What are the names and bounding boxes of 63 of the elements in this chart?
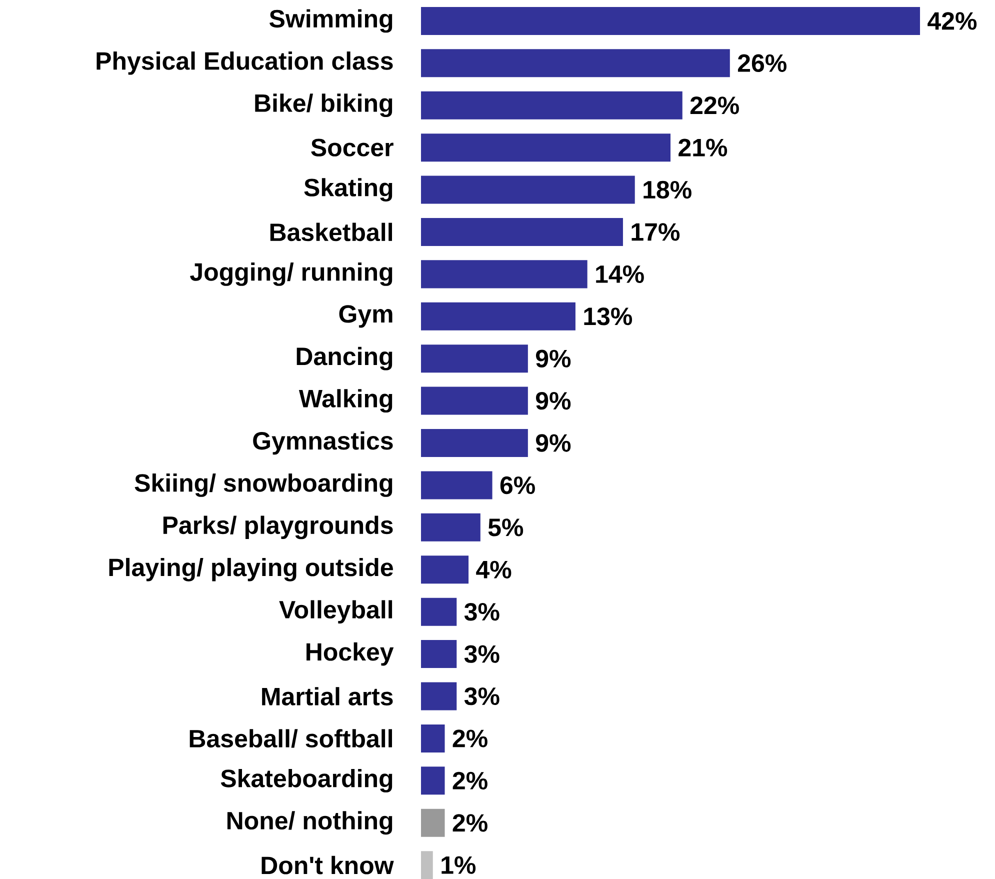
data-label: 5%	[488, 518, 524, 536]
y-tick-label: Playing/ playing outside	[109, 558, 393, 582]
y-tick-label: Physical Education class	[96, 52, 393, 75]
data-label: 2%	[452, 730, 488, 748]
bar	[421, 91, 682, 120]
bar	[421, 598, 457, 626]
data-label: 3%	[464, 687, 500, 706]
y-tick-label: Skating	[304, 178, 392, 202]
y-tick-label: Martial arts	[262, 687, 393, 706]
data-label: 2%	[452, 772, 488, 790]
bar	[421, 260, 588, 288]
data-label: 2%	[452, 814, 488, 832]
y-tick-label: Skiing/ snowboarding	[134, 474, 392, 497]
y-tick-label: Basketball	[270, 222, 392, 242]
y-tick-label: Jogging/ running	[190, 262, 392, 286]
bar	[421, 302, 576, 330]
data-label: 17%	[632, 223, 680, 241]
data-label: 18%	[644, 180, 692, 199]
data-label: 21%	[678, 138, 728, 156]
bar	[421, 471, 492, 500]
bar	[421, 766, 445, 795]
data-label: 13%	[584, 308, 632, 326]
bar	[421, 218, 623, 246]
y-tick-label: Dancing	[296, 346, 392, 370]
y-tick-label: Volleyball	[279, 600, 392, 624]
data-label: 9%	[536, 392, 571, 410]
data-label: 26%	[738, 54, 786, 72]
data-label: 9%	[536, 434, 571, 452]
data-label: 22%	[690, 96, 739, 114]
y-tick-label: Baseball/ softball	[190, 729, 392, 748]
y-tick-label: Don't know	[262, 856, 394, 874]
y-tick-label: Walking	[298, 389, 392, 413]
data-label: 1%	[442, 856, 476, 874]
y-tick-label: Gymnastics	[253, 431, 393, 455]
bar	[421, 851, 433, 879]
data-label: 3%	[464, 602, 500, 621]
bar	[421, 556, 469, 584]
data-label: 14%	[596, 265, 644, 283]
bar	[421, 386, 528, 415]
data-label: 9%	[536, 350, 571, 368]
y-tick-label: Parks/ playgrounds	[163, 516, 393, 540]
y-tick-label: None/ nothing	[227, 811, 392, 835]
data-label: 42%	[928, 12, 977, 30]
bar	[421, 513, 480, 542]
bar	[421, 682, 457, 710]
bar	[421, 429, 528, 458]
y-tick-label: Skateboarding	[220, 768, 392, 792]
data-label: 6%	[500, 476, 535, 494]
bar	[421, 724, 445, 752]
bar	[421, 344, 528, 373]
data-label: 4%	[476, 560, 512, 578]
y-tick-label: Bike/ biking	[255, 94, 392, 118]
bar	[421, 49, 730, 78]
bar	[421, 176, 635, 204]
bar	[421, 134, 671, 162]
bar	[421, 640, 457, 668]
bar	[421, 6, 920, 35]
y-tick-label: Swimming	[270, 9, 392, 33]
y-tick-label: Gym	[339, 305, 392, 328]
data-label: 3%	[464, 645, 500, 663]
bar	[421, 808, 445, 837]
y-tick-label: Soccer	[311, 138, 394, 156]
y-tick-label: Hockey	[306, 642, 394, 666]
